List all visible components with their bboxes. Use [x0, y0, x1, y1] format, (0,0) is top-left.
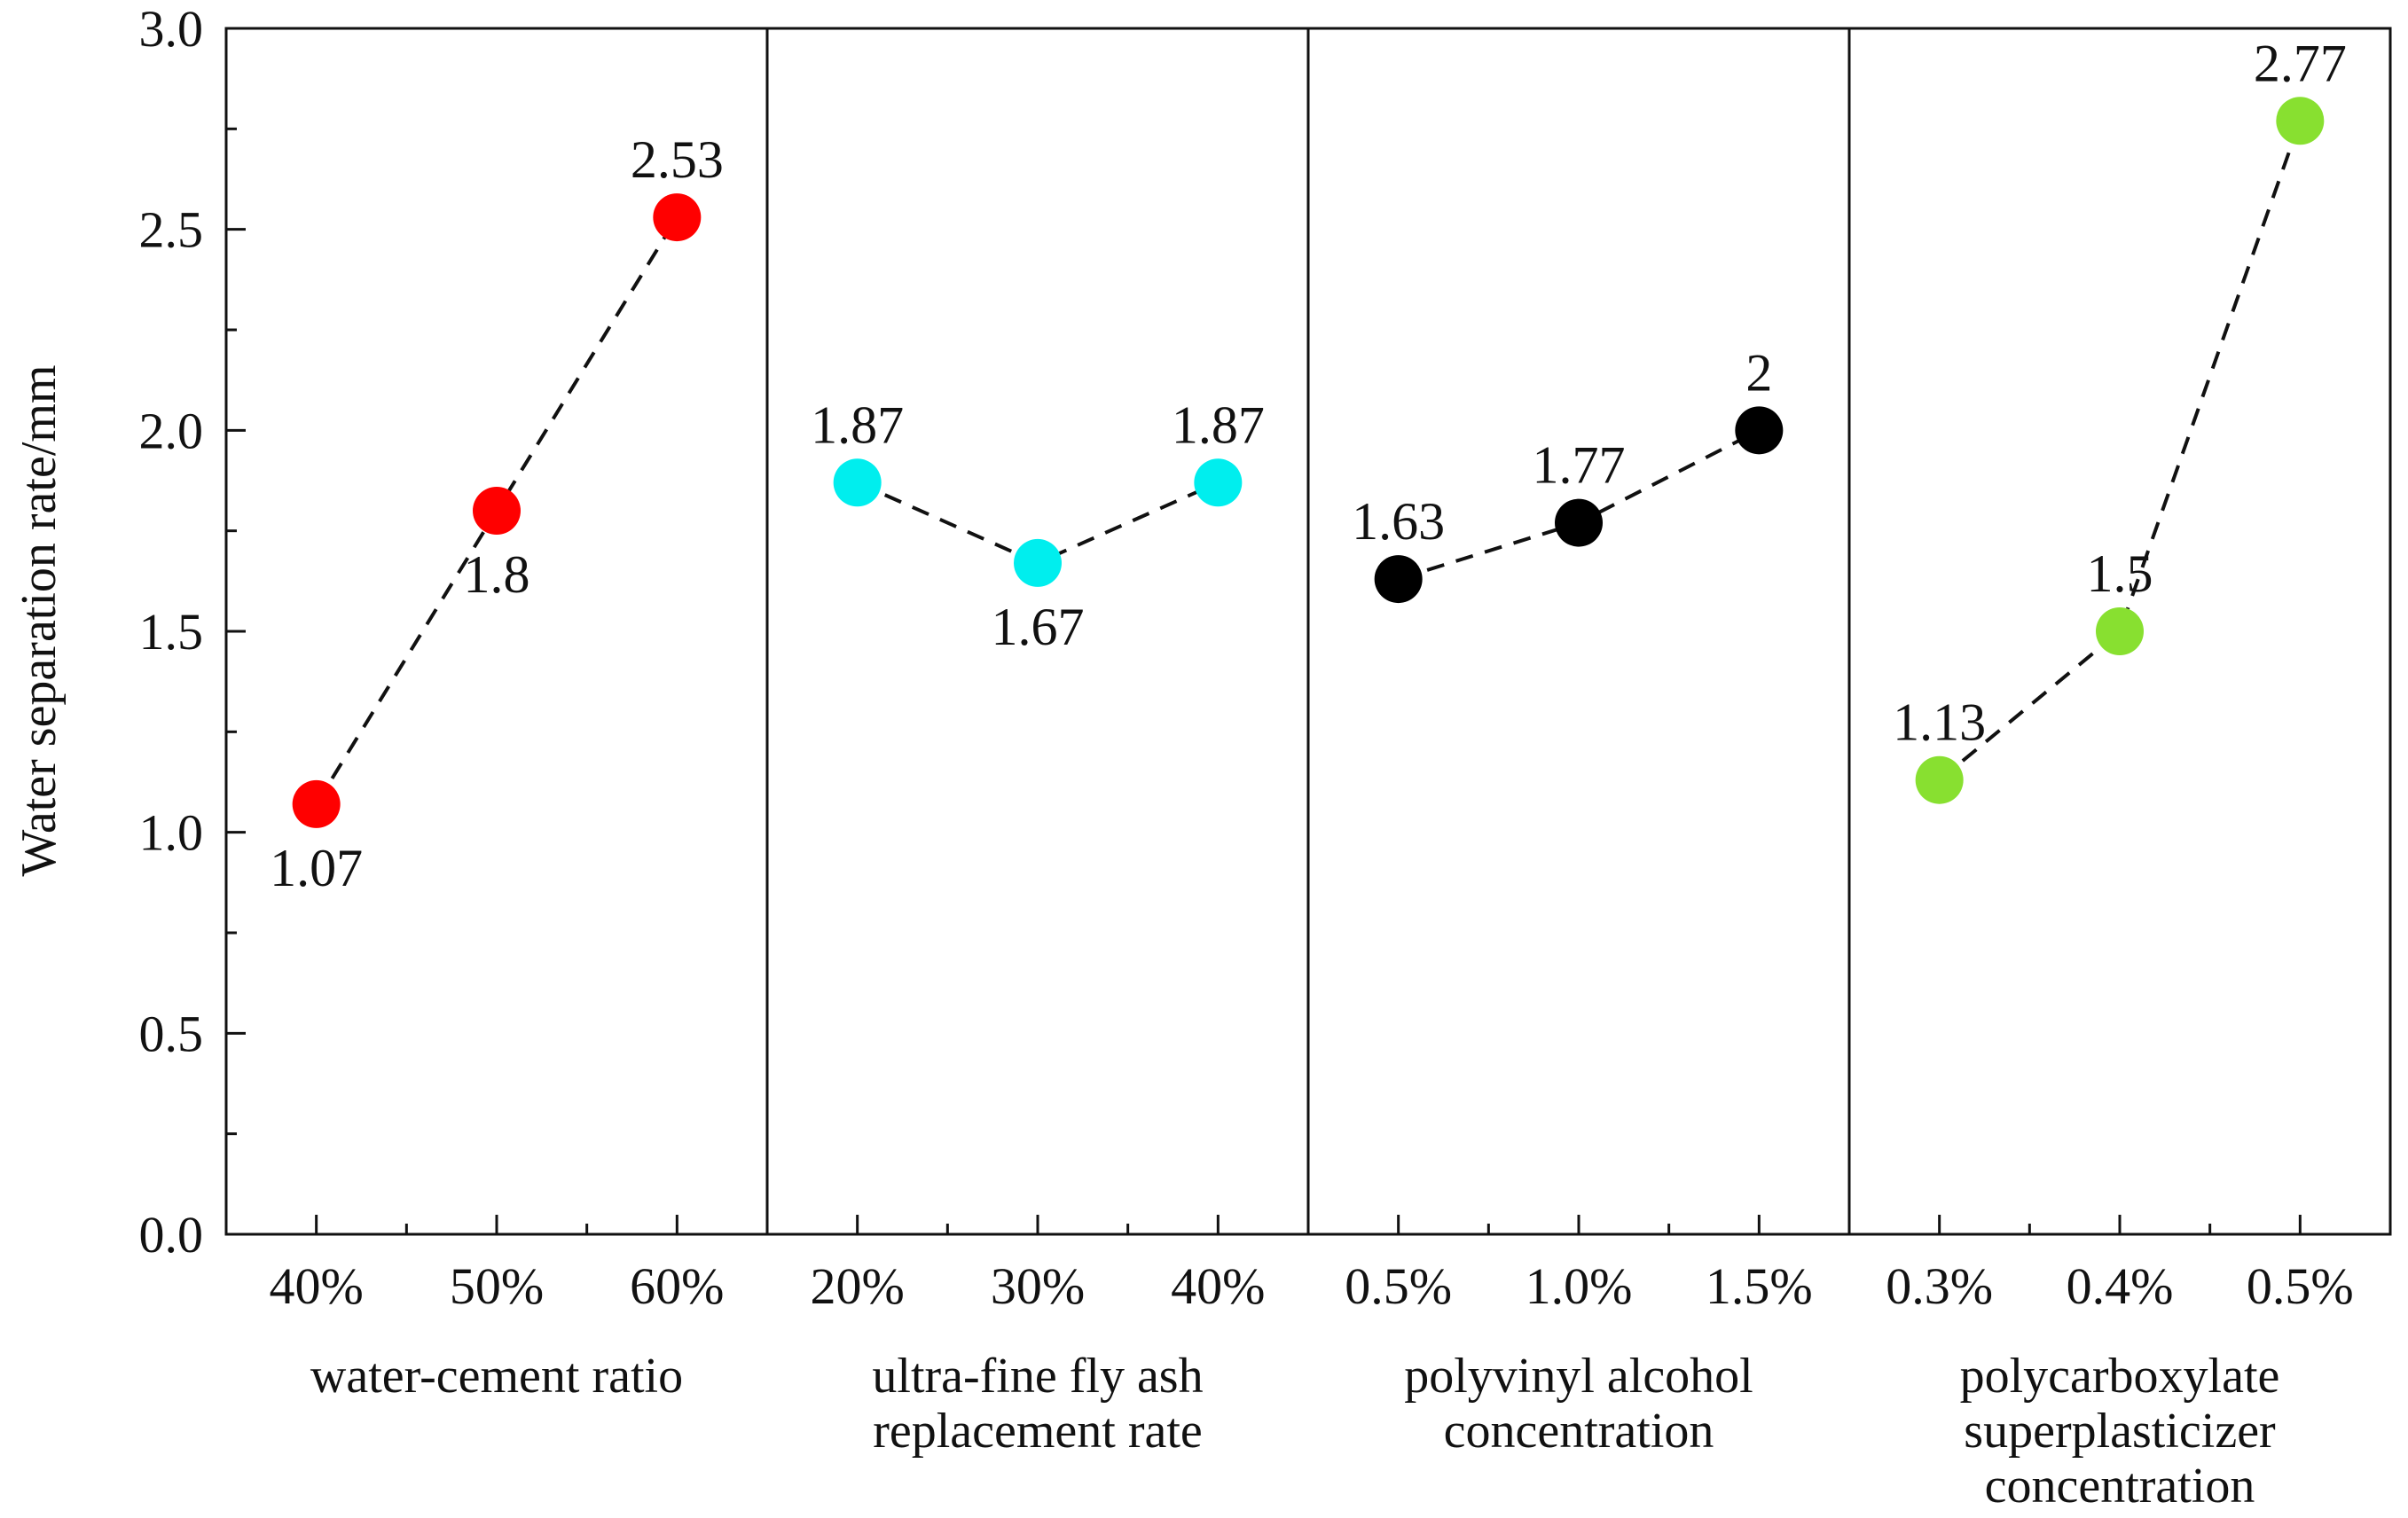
x-tick-label: 0.4%	[2067, 1257, 2174, 1315]
x-tick-label: 40%	[1171, 1257, 1265, 1315]
x-tick-label: 1.5%	[1706, 1257, 1813, 1315]
data-label: 1.13	[1893, 693, 1986, 752]
data-point	[1555, 498, 1603, 547]
y-tick-label: 0.5	[139, 1005, 204, 1062]
group-label: ultra-fine fly ash	[872, 1349, 1203, 1404]
x-tick-label: 0.5%	[1345, 1257, 1452, 1315]
data-label: 1.87	[811, 395, 904, 454]
y-tick-label: 1.0	[139, 804, 204, 862]
data-label: 1.77	[1533, 436, 1626, 495]
x-tick-label: 0.5%	[2247, 1257, 2354, 1315]
group-label: polyvinyl alcohol	[1404, 1349, 1753, 1404]
data-points	[292, 97, 2325, 828]
group-label: polycarboxylate	[1960, 1349, 2280, 1404]
data-point	[1014, 538, 1062, 587]
group-label: superplasticizer	[1964, 1404, 2276, 1459]
data-point	[2276, 97, 2325, 145]
data-point	[1915, 755, 1964, 804]
x-tick-label: 20%	[811, 1257, 905, 1315]
data-labels: 1.07 1.8 2.53 1.87 1.67 1.87 1.63 1.77 2 1.13 1.5 2…	[270, 34, 2347, 897]
group-label: replacement rate	[873, 1404, 1203, 1459]
data-label: 1.8	[464, 545, 530, 604]
group-label: water-cement ratio	[310, 1349, 683, 1404]
y-tick-label: 1.5	[139, 603, 204, 661]
x-tick-label: 30%	[991, 1257, 1085, 1315]
data-point	[653, 193, 702, 242]
data-label: 1.67	[992, 598, 1085, 656]
data-label: 1.5	[2087, 544, 2153, 603]
data-point	[473, 487, 521, 535]
data-label: 1.87	[1172, 395, 1265, 454]
group-label: concentration	[1985, 1459, 2255, 1514]
connector-line	[1938, 120, 2302, 782]
y-axis-title: Water separation rate/mm	[12, 364, 67, 876]
data-label: 2.53	[631, 130, 724, 189]
x-tick-label: 1.0%	[1526, 1257, 1633, 1315]
data-point	[1735, 406, 1784, 455]
y-tick-label: 2.0	[139, 402, 204, 459]
y-tick-label: 3.0	[139, 0, 204, 58]
y-tick-label: 0.0	[139, 1206, 204, 1264]
data-label: 1.63	[1352, 492, 1445, 551]
data-point	[2096, 607, 2144, 655]
group-label: concentration	[1444, 1404, 1714, 1459]
x-tick-label: 40%	[270, 1257, 364, 1315]
data-point	[292, 779, 341, 828]
data-label: 1.07	[270, 839, 363, 897]
y-tick-label: 2.5	[139, 201, 204, 259]
x-axis: 40% 50% 60% water-cement ratio 20% 30% 40% ultr…	[270, 1215, 2354, 1514]
data-point	[1194, 458, 1243, 507]
x-tick-label: 60%	[630, 1257, 724, 1315]
x-tick-label: 0.3%	[1886, 1257, 1993, 1315]
y-axis: 0.0 0.5 1.0 1.5 2.0 2.5 3.0	[139, 0, 246, 1264]
plot-frame	[224, 27, 2392, 1236]
x-tick-label: 50%	[450, 1257, 544, 1315]
data-point	[1374, 555, 1423, 604]
data-point	[833, 458, 882, 507]
data-label: 2	[1745, 343, 1772, 402]
data-label: 2.77	[2254, 34, 2347, 92]
